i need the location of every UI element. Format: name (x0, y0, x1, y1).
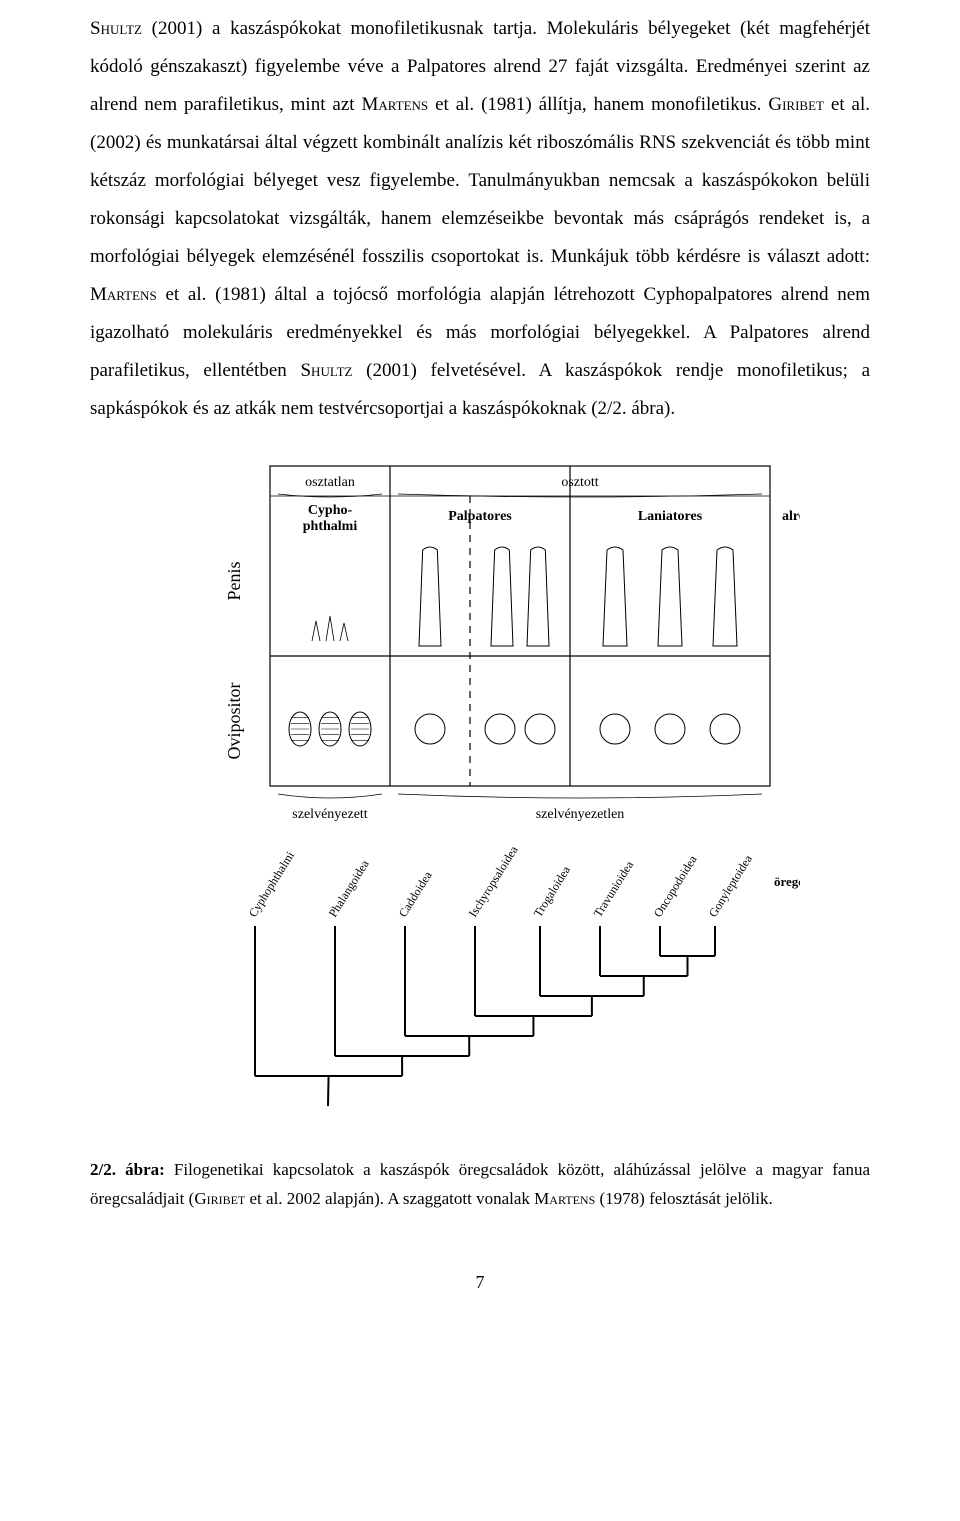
author-shultz-2: Shultz (300, 360, 352, 381)
svg-text:Cyphophthalmi: Cyphophthalmi (246, 848, 298, 919)
caption-author-giribet: Giribet (194, 1189, 245, 1208)
svg-text:osztatlan: osztatlan (305, 475, 355, 490)
svg-text:Phalangoidea: Phalangoidea (326, 857, 372, 920)
svg-text:Penis: Penis (224, 561, 244, 600)
author-martens-2: Martens (90, 284, 157, 305)
svg-text:Palpatores: Palpatores (448, 509, 512, 524)
svg-text:szelvényezetlen: szelvényezetlen (536, 807, 625, 822)
svg-text:Caddoidea: Caddoidea (396, 868, 435, 920)
svg-text:Trogaloidea: Trogaloidea (531, 863, 574, 920)
caption-author-martens: Martens (534, 1189, 595, 1208)
svg-text:Gonyleptoidea: Gonyleptoidea (706, 852, 756, 920)
text-run-3: et al. (2002) és munkatársai által végze… (90, 94, 870, 267)
svg-text:Oncopodoidea: Oncopodoidea (651, 852, 700, 919)
author-martens-1: Martens (361, 94, 428, 115)
svg-text:alrendek: alrendek (782, 509, 800, 524)
phylogeny-figure: osztatlan osztott Cypho-phthalmi Palpatores… (160, 456, 800, 1116)
caption-text-2: et al. 2002 alapján). A szaggatott vonal… (245, 1189, 534, 1208)
svg-text:phthalmi: phthalmi (303, 519, 358, 534)
svg-text:Laniatores: Laniatores (638, 509, 703, 524)
caption-text-3: (1978) felosztását jelölik. (595, 1189, 773, 1208)
svg-text:Ovipositor: Ovipositor (224, 682, 244, 759)
svg-text:osztott: osztott (561, 475, 598, 490)
text-run-2: et al. (1981) állítja, hanem monofiletik… (428, 94, 768, 115)
svg-text:Travunioidea: Travunioidea (591, 858, 637, 920)
body-paragraph: Shultz (2001) a kaszáspókokat monofileti… (90, 10, 870, 428)
page-number: 7 (90, 1264, 870, 1300)
author-shultz-1: Shultz (90, 18, 142, 39)
svg-text:Ischyropsaloidea: Ischyropsaloidea (466, 843, 521, 920)
figure-caption: 2/2. ábra: Filogenetikai kapcsolatok a k… (90, 1156, 870, 1214)
caption-lead: 2/2. ábra: (90, 1160, 165, 1179)
svg-text:öregcsaládok: öregcsaládok (774, 874, 800, 889)
svg-text:Cypho-: Cypho- (308, 503, 353, 518)
svg-text:szelvényezett: szelvényezett (292, 807, 368, 822)
author-giribet-1: Giribet (768, 94, 824, 115)
